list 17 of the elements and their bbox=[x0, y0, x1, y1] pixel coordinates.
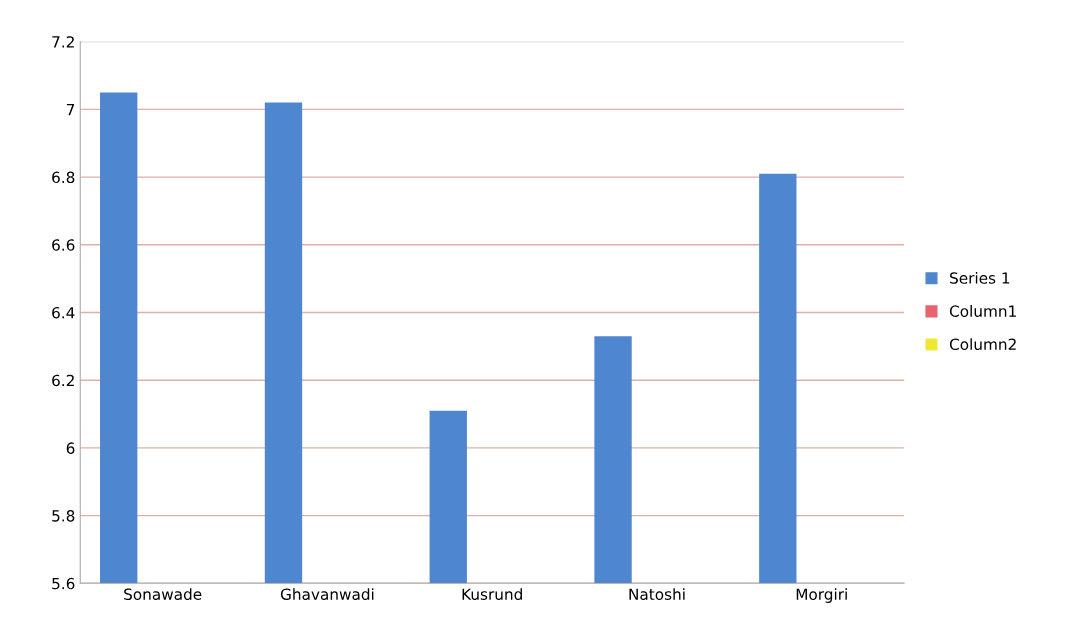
y-tick-label: 5.8 bbox=[52, 510, 75, 522]
y-tick-label: 6.4 bbox=[52, 306, 75, 319]
x-tick-label: Natoshi bbox=[629, 588, 685, 600]
x-tick-label: Ghavanwadi bbox=[280, 588, 374, 600]
legend-label: Column2 bbox=[949, 338, 1016, 351]
y-tick-label: 6.8 bbox=[52, 171, 75, 184]
y-tick-label: 6 bbox=[66, 442, 75, 454]
y-tick-label: 7 bbox=[66, 104, 75, 116]
y-tick-label: 6.2 bbox=[52, 374, 74, 387]
legend-label: Column1 bbox=[949, 305, 1016, 317]
x-tick-label: Sonawade bbox=[124, 588, 202, 600]
legend-label: Series 1 bbox=[950, 271, 1010, 284]
y-tick-label: 6.6 bbox=[52, 239, 75, 251]
x-tick-label: Kusrund bbox=[462, 588, 522, 600]
y-tick-label: 7.2 bbox=[52, 36, 74, 48]
x-tick-label: Morgiri bbox=[796, 588, 847, 603]
y-tick-label: 5.6 bbox=[52, 577, 75, 590]
